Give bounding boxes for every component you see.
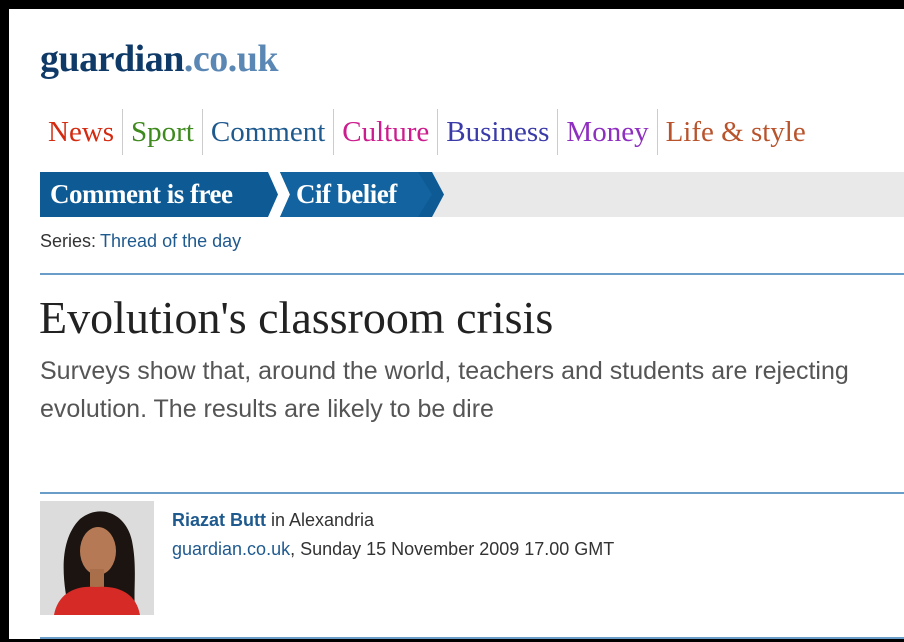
nav-link[interactable]: Sport bbox=[122, 109, 202, 155]
breadcrumb-link[interactable]: Cif belief bbox=[296, 172, 397, 217]
publish-date: , Sunday 15 November 2009 17.00 GMT bbox=[290, 539, 614, 559]
byline-line: guardian.co.uk, Sunday 15 November 2009 … bbox=[172, 535, 614, 564]
nav-link[interactable]: Life & style bbox=[657, 109, 814, 155]
breadcrumb-link[interactable]: Comment is free bbox=[50, 172, 232, 217]
standfirst: Surveys show that, around the world, tea… bbox=[40, 352, 860, 428]
divider bbox=[40, 273, 904, 275]
author-photo bbox=[40, 501, 154, 615]
divider bbox=[40, 492, 904, 494]
nav-link[interactable]: Comment bbox=[202, 109, 333, 155]
logo-domain: .co.uk bbox=[184, 38, 278, 80]
nav-link[interactable]: News bbox=[40, 109, 122, 155]
location: in Alexandria bbox=[271, 510, 374, 530]
headline: Evolution's classroom crisis bbox=[39, 291, 553, 344]
nav-link[interactable]: Money bbox=[557, 109, 656, 155]
page: guardian.co.uk NewsSportCommentCultureBu… bbox=[0, 0, 904, 642]
nav-link[interactable]: Culture bbox=[333, 109, 437, 155]
series: Series:Thread of the day bbox=[40, 231, 241, 252]
author-link[interactable]: Riazat Butt bbox=[172, 510, 266, 530]
series-link[interactable]: Thread of the day bbox=[100, 231, 241, 251]
nav-link[interactable]: Business bbox=[437, 109, 557, 155]
logo-name: guardian bbox=[40, 38, 184, 80]
site-logo[interactable]: guardian.co.uk bbox=[40, 37, 278, 81]
site-link[interactable]: guardian.co.uk bbox=[172, 539, 290, 559]
series-label: Series: bbox=[40, 231, 96, 251]
divider bbox=[40, 637, 904, 639]
